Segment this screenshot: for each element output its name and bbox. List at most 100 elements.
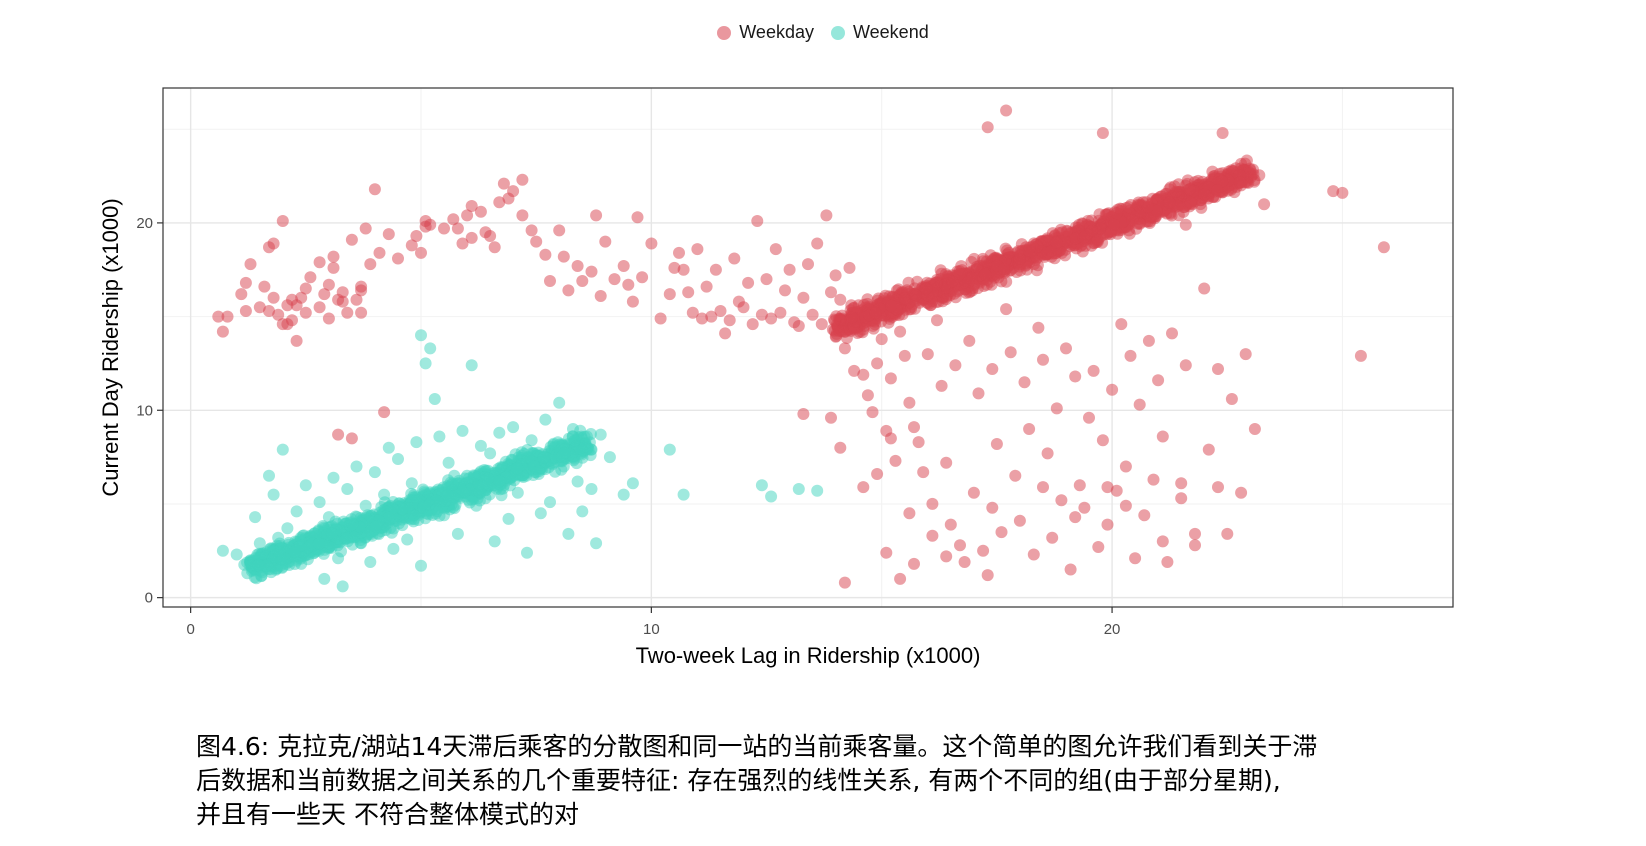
- weekday-point: [1055, 494, 1068, 507]
- weekday-point: [806, 308, 819, 321]
- weekend-point: [216, 544, 229, 557]
- weekday-point: [917, 466, 930, 479]
- weekend-point: [387, 542, 400, 555]
- weekday-point: [866, 406, 879, 419]
- weekend-point: [396, 502, 409, 515]
- weekend-point: [327, 471, 340, 484]
- weekday-point: [825, 411, 837, 424]
- weekday-point: [958, 556, 971, 568]
- weekday-point: [1119, 499, 1132, 512]
- weekday-point: [1037, 481, 1049, 494]
- weekday-point: [912, 436, 925, 449]
- weekday-point: [742, 276, 755, 289]
- weekday-point: [1243, 162, 1256, 175]
- weekday-point: [465, 231, 478, 244]
- weekday-point: [867, 319, 879, 332]
- weekend-point: [415, 329, 427, 342]
- weekday-point: [263, 305, 275, 317]
- weekday-point: [1221, 527, 1234, 540]
- weekend-point: [325, 541, 338, 554]
- weekday-point: [557, 250, 570, 263]
- weekday-point: [920, 282, 933, 295]
- weekday-series: [212, 104, 1390, 589]
- weekday-point: [1179, 218, 1192, 231]
- weekday-point: [940, 456, 953, 469]
- weekday-point: [825, 286, 837, 299]
- weekday-point: [908, 557, 920, 570]
- weekend-point: [617, 488, 630, 501]
- weekday-point: [1189, 527, 1201, 540]
- weekend-point: [238, 558, 251, 571]
- weekend-point: [562, 527, 575, 540]
- weekend-point: [385, 526, 398, 539]
- weekday-point: [373, 246, 386, 259]
- weekday-point: [673, 246, 685, 259]
- weekday-point: [857, 368, 870, 381]
- weekend-point: [521, 546, 533, 559]
- weekend-point: [493, 426, 506, 439]
- weekday-point: [1156, 430, 1169, 443]
- weekday-point: [944, 518, 957, 531]
- weekday-point: [1147, 473, 1160, 486]
- weekday-point: [746, 318, 759, 331]
- weekday-point: [811, 237, 824, 250]
- weekday-point: [848, 364, 861, 377]
- weekday-point: [1198, 282, 1211, 295]
- weekend-point: [539, 413, 552, 426]
- weekday-point: [972, 387, 985, 400]
- weekend-point: [262, 563, 275, 575]
- weekend-point: [313, 537, 326, 550]
- weekday-point: [967, 486, 980, 499]
- weekend-point: [446, 478, 459, 491]
- weekday-point: [815, 318, 828, 331]
- weekday-point: [1110, 484, 1123, 497]
- weekend-point: [677, 488, 690, 501]
- weekday-point: [686, 306, 699, 319]
- weekday-point: [1181, 174, 1194, 187]
- weekday-point: [847, 302, 860, 315]
- weekend-point: [553, 396, 566, 409]
- weekday-point: [949, 359, 962, 372]
- weekday-point: [737, 301, 750, 314]
- weekday-point: [1096, 127, 1109, 139]
- weekday-point: [461, 209, 474, 222]
- weekday-point: [1101, 518, 1114, 531]
- weekend-point: [249, 511, 262, 524]
- weekday-point: [327, 261, 340, 274]
- weekday-point: [1104, 228, 1117, 241]
- weekend-point: [571, 475, 584, 488]
- weekend-point: [263, 469, 275, 482]
- weekend-point: [407, 509, 420, 522]
- weekend-point: [252, 559, 265, 572]
- weekend-point: [271, 562, 284, 575]
- weekday-point: [1327, 185, 1340, 198]
- weekend-point: [359, 499, 372, 512]
- weekday-point: [705, 310, 718, 323]
- weekday-point: [820, 209, 833, 222]
- weekend-point: [340, 532, 353, 545]
- weekday-point: [903, 507, 916, 520]
- weekend-point: [341, 483, 354, 495]
- weekday-point: [594, 290, 607, 302]
- weekday-point: [576, 275, 589, 287]
- weekend-point: [364, 556, 377, 568]
- weekday-point: [1000, 275, 1013, 288]
- weekend-point: [272, 544, 285, 557]
- weekday-point: [1212, 363, 1224, 375]
- weekday-point: [345, 432, 358, 445]
- weekday-point: [488, 241, 501, 254]
- weekday-point: [1101, 481, 1114, 494]
- weekday-point: [894, 325, 907, 338]
- y-tick-label: 10: [136, 402, 153, 419]
- weekday-point: [797, 291, 810, 304]
- weekday-point: [405, 239, 418, 252]
- weekend-point: [792, 483, 805, 495]
- caption-line: 并且有一些天 不符合整体模式的对: [196, 800, 579, 829]
- weekday-point: [668, 261, 681, 274]
- weekday-point: [447, 213, 460, 226]
- x-tick-label: 0: [186, 621, 194, 638]
- weekday-point: [1085, 224, 1098, 237]
- weekday-point: [1002, 246, 1015, 259]
- weekend-point: [290, 505, 303, 518]
- weekday-point: [322, 312, 335, 325]
